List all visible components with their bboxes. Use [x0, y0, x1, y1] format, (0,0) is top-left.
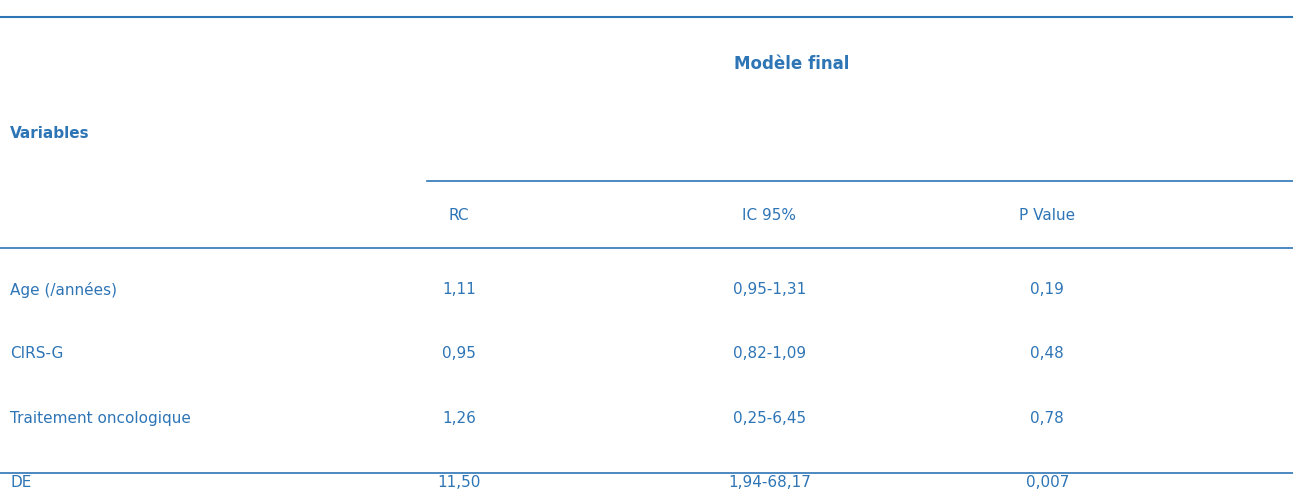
- Text: 1,94-68,17: 1,94-68,17: [728, 475, 811, 490]
- Text: 0,48: 0,48: [1031, 346, 1064, 361]
- Text: RC: RC: [449, 208, 469, 223]
- Text: Modèle final: Modèle final: [734, 55, 850, 73]
- Text: P Value: P Value: [1019, 208, 1076, 223]
- Text: 0,95: 0,95: [442, 346, 476, 361]
- Text: Traitement oncologique: Traitement oncologique: [10, 411, 191, 426]
- Text: 1,26: 1,26: [442, 411, 476, 426]
- Text: 11,50: 11,50: [437, 475, 481, 490]
- Text: DE: DE: [10, 475, 32, 490]
- Text: 0,82-1,09: 0,82-1,09: [733, 346, 806, 361]
- Text: 0,19: 0,19: [1031, 282, 1064, 297]
- Text: 0,007: 0,007: [1025, 475, 1069, 490]
- Text: 1,11: 1,11: [442, 282, 476, 297]
- Text: Age (/années): Age (/années): [10, 282, 118, 297]
- Text: 0,25-6,45: 0,25-6,45: [733, 411, 806, 426]
- Text: 0,78: 0,78: [1031, 411, 1064, 426]
- Text: 0,95-1,31: 0,95-1,31: [733, 282, 806, 297]
- Text: Variables: Variables: [10, 126, 91, 141]
- Text: CIRS-G: CIRS-G: [10, 346, 63, 361]
- Text: IC 95%: IC 95%: [742, 208, 796, 223]
